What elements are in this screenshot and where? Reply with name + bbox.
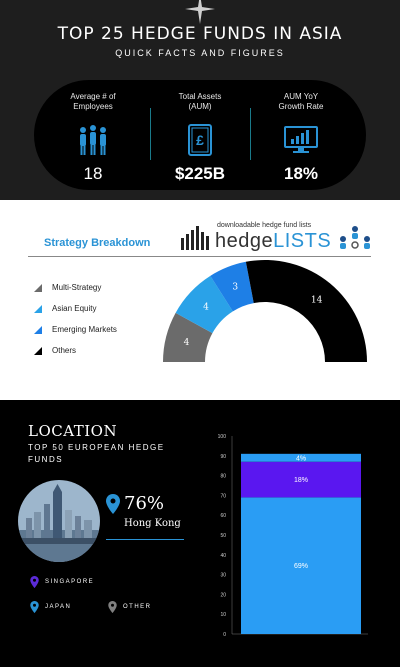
- donut-slice: [175, 275, 233, 334]
- city-photo: [18, 480, 100, 562]
- legend-swatch: [34, 283, 42, 292]
- location-other: OTHER: [108, 601, 152, 613]
- donut-slice-label: 14: [311, 296, 323, 306]
- y-tick-label: 60: [220, 513, 226, 519]
- y-tick-label: 50: [220, 533, 226, 539]
- location-section: LOCATION TOP 50 EUROPEAN HEDGE FUNDS 76%…: [0, 400, 400, 667]
- donut-slice-label: 4: [184, 338, 190, 348]
- location-label: JAPAN: [45, 604, 72, 610]
- divider: [250, 108, 251, 160]
- logo-bars-icon: [181, 226, 209, 250]
- location-subtitle: TOP 50 EUROPEAN HEDGE FUNDS: [28, 443, 165, 464]
- map-pin-icon: [30, 576, 39, 588]
- location-stacked-bar-chart: 0 10 20 30 40 50 60 70 80 90 100 69% 18% 4%: [218, 434, 368, 638]
- page-subtitle: QUICK FACTS AND FIGURES: [115, 48, 285, 58]
- donut-slice: [163, 312, 213, 362]
- stat-label: Total Assets: [178, 92, 222, 101]
- logo-tagline: downloadable hedge fund lists: [217, 222, 312, 229]
- y-tick-label: 70: [220, 493, 226, 499]
- people-network-icon: [340, 226, 370, 249]
- top-city-percent: 76%: [124, 493, 165, 514]
- y-tick-label: 90: [220, 454, 226, 460]
- svg-text:£: £: [196, 132, 204, 148]
- stat-value-employees: 18: [83, 164, 103, 183]
- y-tick-label: 40: [220, 553, 226, 559]
- legend-item: Asian Equity: [34, 304, 96, 313]
- location-label: SINGAPORE: [45, 579, 95, 585]
- logo-word-main: hedge: [215, 230, 274, 252]
- location-japan: JAPAN: [30, 601, 71, 613]
- divider: [150, 108, 151, 160]
- y-tick-label: 80: [220, 474, 226, 480]
- bar-segment: [241, 497, 361, 634]
- stat-value-aum: $225B: [174, 164, 226, 183]
- map-pin-icon: [106, 494, 120, 514]
- stat-label: Employees: [73, 102, 113, 111]
- strategy-half-donut: 4 4 3 14: [163, 260, 367, 362]
- legend-item: Emerging Markets: [34, 325, 117, 334]
- map-pin-icon: [30, 601, 39, 613]
- donut-slice: [245, 260, 367, 362]
- legend-item: Others: [34, 346, 76, 355]
- header-section: TOP 25 HEDGE FUNDS IN ASIA QUICK FACTS A…: [0, 0, 400, 200]
- strategy-section: Strategy Breakdown downloadable hedge fu…: [0, 200, 400, 400]
- location-title: LOCATION: [28, 422, 118, 440]
- legend-label: Multi-Strategy: [52, 283, 102, 292]
- pound-document-icon: £: [188, 124, 212, 156]
- logo-word: hedgeLISTS: [215, 230, 331, 253]
- bar-segment-label: 18%: [294, 477, 308, 484]
- bar-segment: [241, 461, 361, 498]
- location-label: OTHER: [123, 604, 152, 610]
- y-tick-label: 30: [220, 573, 226, 579]
- y-tick-label: 0: [223, 632, 226, 638]
- stat-label: Growth Rate: [278, 102, 324, 111]
- page-title: TOP 25 HEDGE FUNDS IN ASIA: [57, 24, 343, 44]
- bar-chart-monitor-icon: [284, 126, 318, 153]
- y-tick-label: 100: [218, 434, 227, 440]
- stat-growth: AUM YoY Growth Rate 18%: [251, 92, 351, 184]
- people-group-icon: [80, 125, 106, 155]
- stat-employees: Average # of Employees 18: [43, 92, 143, 184]
- legend-label: Asian Equity: [52, 304, 97, 313]
- stat-value-growth: 18%: [283, 164, 319, 183]
- map-pin-icon: [108, 601, 117, 613]
- stat-label: Average # of: [70, 92, 116, 101]
- stats-band: [34, 80, 366, 190]
- donut-slice-label: 4: [203, 303, 209, 313]
- strategy-title: Strategy Breakdown: [44, 237, 151, 249]
- location-singapore: SINGAPORE: [30, 576, 94, 588]
- stat-label: AUM YoY: [283, 92, 319, 101]
- donut-slice-label: 3: [232, 283, 238, 293]
- legend-label: Others: [52, 346, 77, 355]
- y-tick-label: 20: [220, 592, 226, 598]
- section-rule: [28, 256, 371, 257]
- logo-word-accent: LISTS: [273, 230, 332, 252]
- star-icon: [185, 0, 215, 24]
- hedgelists-logo: downloadable hedge fund lists hedgeLISTS: [181, 222, 351, 254]
- donut-slice: [210, 261, 254, 312]
- stat-aum: Total Assets (AUM) £ $225B: [150, 92, 250, 184]
- legend-swatch: [34, 304, 42, 313]
- stat-label: (AUM): [188, 102, 212, 111]
- y-tick-label: 10: [220, 612, 226, 618]
- legend-label: Emerging Markets: [52, 325, 117, 334]
- city-rule: [106, 539, 184, 540]
- bar-segment: [241, 453, 361, 462]
- bar-segment-label: 69%: [294, 563, 308, 570]
- legend-item: Multi-Strategy: [34, 283, 101, 292]
- top-city-name: Hong Kong: [124, 518, 181, 529]
- legend-swatch: [34, 346, 42, 355]
- legend-swatch: [34, 325, 42, 334]
- bar-segment-label: 4%: [296, 455, 306, 462]
